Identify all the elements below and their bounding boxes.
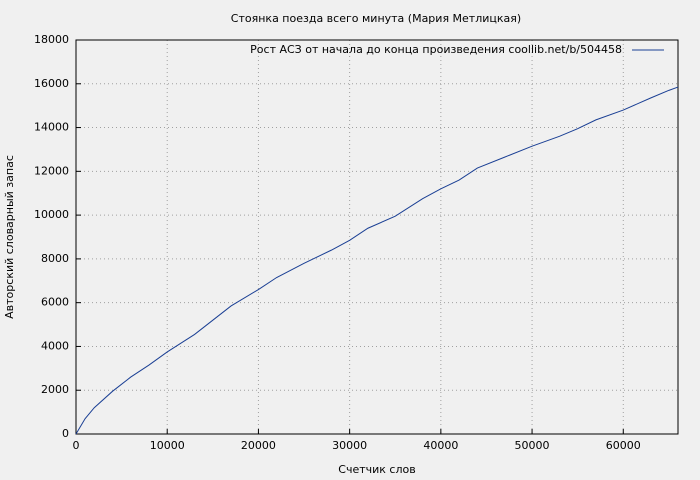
y-tick-label: 4000 (41, 339, 69, 352)
y-tick-label: 8000 (41, 252, 69, 265)
chart-title: Стоянка поезда всего минута (Мария Метли… (231, 12, 521, 25)
y-tick-label: 14000 (34, 121, 69, 134)
x-tick-label: 10000 (150, 439, 185, 452)
x-tick-label: 20000 (241, 439, 276, 452)
legend-label: Рост АСЗ от начала до конца произведения… (250, 43, 622, 56)
x-tick-label: 30000 (332, 439, 367, 452)
y-tick-label: 6000 (41, 296, 69, 309)
y-axis-label: Авторский словарный запас (3, 155, 16, 319)
y-tick-label: 18000 (34, 33, 69, 46)
y-tick-label: 10000 (34, 208, 69, 221)
plot-area (76, 40, 678, 434)
x-tick-label: 50000 (515, 439, 550, 452)
x-tick-label: 40000 (423, 439, 458, 452)
x-axis-label: Счетчик слов (338, 463, 415, 476)
plot-frame (75, 39, 679, 435)
y-tick-label: 0 (62, 427, 69, 440)
data-line (75, 86, 679, 435)
y-tick-label: 2000 (41, 383, 69, 396)
x-tick-label: 0 (73, 439, 80, 452)
x-tick-label: 60000 (606, 439, 641, 452)
y-tick-label: 16000 (34, 77, 69, 90)
y-tick-label: 12000 (34, 164, 69, 177)
